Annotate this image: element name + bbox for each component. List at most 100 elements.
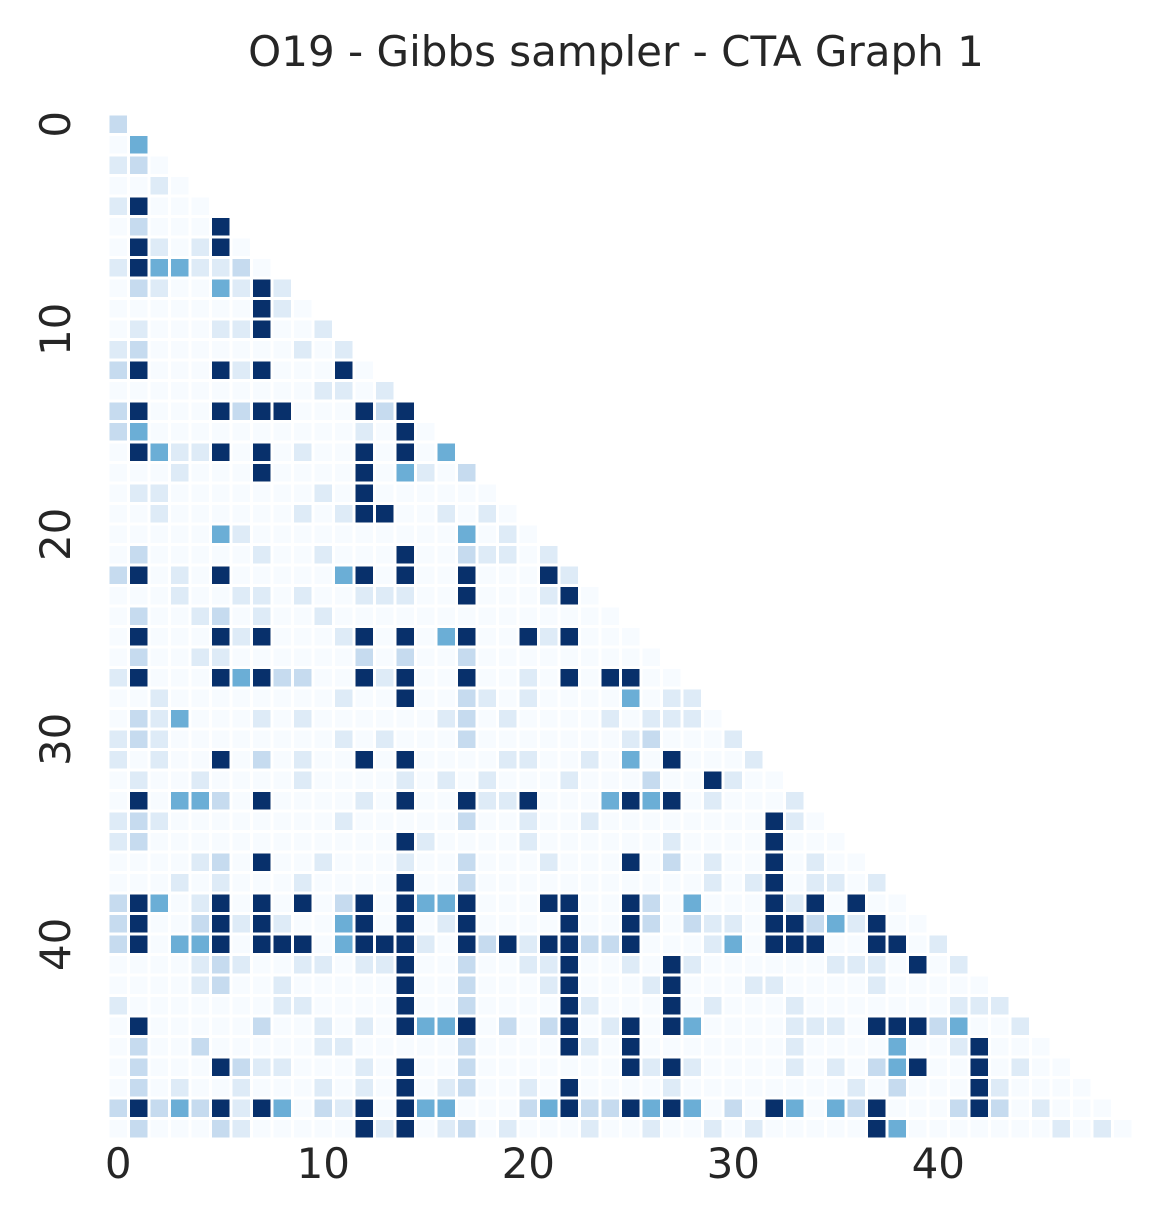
heatmap-cell [519,792,537,810]
heatmap-cell [212,915,230,933]
heatmap-cell [519,997,537,1015]
heatmap-cell [171,197,189,215]
heatmap-cell [355,423,373,441]
heatmap-cell [417,935,435,953]
heatmap-cell [786,1120,804,1138]
heatmap-cell [191,218,209,236]
heatmap-cell [171,566,189,584]
heatmap-cell [191,341,209,359]
heatmap-cell [622,730,640,748]
heatmap-cell [540,648,558,666]
heatmap-cell [191,751,209,769]
heatmap-cell [253,1058,271,1076]
heatmap-cell [683,956,701,974]
heatmap-cell [663,689,681,707]
heatmap-cell [540,730,558,748]
heatmap-cell [335,648,353,666]
heatmap-cell [150,771,168,789]
heatmap-cell [847,874,865,892]
heatmap-cell [294,1099,312,1117]
heatmap-cell [273,1099,291,1117]
heatmap-cell [622,792,640,810]
heatmap-cell [355,689,373,707]
heatmap-cell [499,956,517,974]
heatmap-cell [417,976,435,994]
heatmap-cell [232,894,250,912]
heatmap-cell [355,935,373,953]
heatmap-cell [294,894,312,912]
heatmap-cell [232,628,250,646]
heatmap-cell [191,812,209,830]
heatmap-cell [478,1017,496,1035]
heatmap-cell [540,915,558,933]
heatmap-cell [171,218,189,236]
heatmap-cell [478,484,496,502]
heatmap-cell [130,279,148,297]
heatmap-cell [150,1099,168,1117]
heatmap-cell [130,1099,148,1117]
heatmap-cell [109,771,127,789]
heatmap-cell [765,894,783,912]
heatmap-cell [130,382,148,400]
heatmap-cell [478,669,496,687]
heatmap-cell [376,1017,394,1035]
heatmap-cell [519,853,537,871]
heatmap-cell [212,628,230,646]
heatmap-cell [704,771,722,789]
heatmap-cell [396,812,414,830]
heatmap-cell [150,976,168,994]
heatmap-cell [294,382,312,400]
heatmap-cell [232,382,250,400]
heatmap-cell [150,546,168,564]
heatmap-cell [376,669,394,687]
heatmap-cell [396,1099,414,1117]
heatmap-cell [273,484,291,502]
heatmap-cell [150,997,168,1015]
heatmap-cell [314,710,332,728]
heatmap-cell [355,976,373,994]
heatmap-cell [929,997,947,1015]
heatmap-cell [191,648,209,666]
heatmap-cell [314,505,332,523]
heatmap-cell [335,525,353,543]
heatmap-cell [171,792,189,810]
heatmap-cell [335,915,353,933]
heatmap-cell [970,1099,988,1117]
heatmap-cell [314,730,332,748]
heatmap-cell [1032,1120,1050,1138]
heatmap-cell [396,525,414,543]
heatmap-cell [683,1038,701,1056]
heatmap-cell [601,956,619,974]
heatmap-cell [171,1079,189,1097]
heatmap-cell [991,997,1009,1015]
heatmap-cell [478,792,496,810]
x-tick-label: 40 [912,1139,965,1188]
heatmap-cell [355,751,373,769]
heatmap-cell [519,1038,537,1056]
heatmap-cell [396,853,414,871]
x-tick-label: 30 [707,1139,760,1188]
heatmap-cell [458,710,476,728]
heatmap-cell [191,874,209,892]
heatmap-cell [253,607,271,625]
heatmap-cell [786,976,804,994]
heatmap-cell [191,238,209,256]
heatmap-cell [191,730,209,748]
heatmap-cell [827,997,845,1015]
heatmap-cell [560,792,578,810]
heatmap-cell [212,812,230,830]
heatmap-cell [663,1079,681,1097]
heatmap-cell [540,956,558,974]
heatmap-cell [109,853,127,871]
heatmap-cell [560,751,578,769]
heatmap-cell [458,730,476,748]
heatmap-cell [663,730,681,748]
heatmap-cell [273,423,291,441]
heatmap-cell [150,197,168,215]
heatmap-cell [314,484,332,502]
heatmap-cell [827,976,845,994]
heatmap-cell [560,935,578,953]
heatmap-cell [540,771,558,789]
heatmap-cell [232,505,250,523]
heatmap-cell [745,771,763,789]
